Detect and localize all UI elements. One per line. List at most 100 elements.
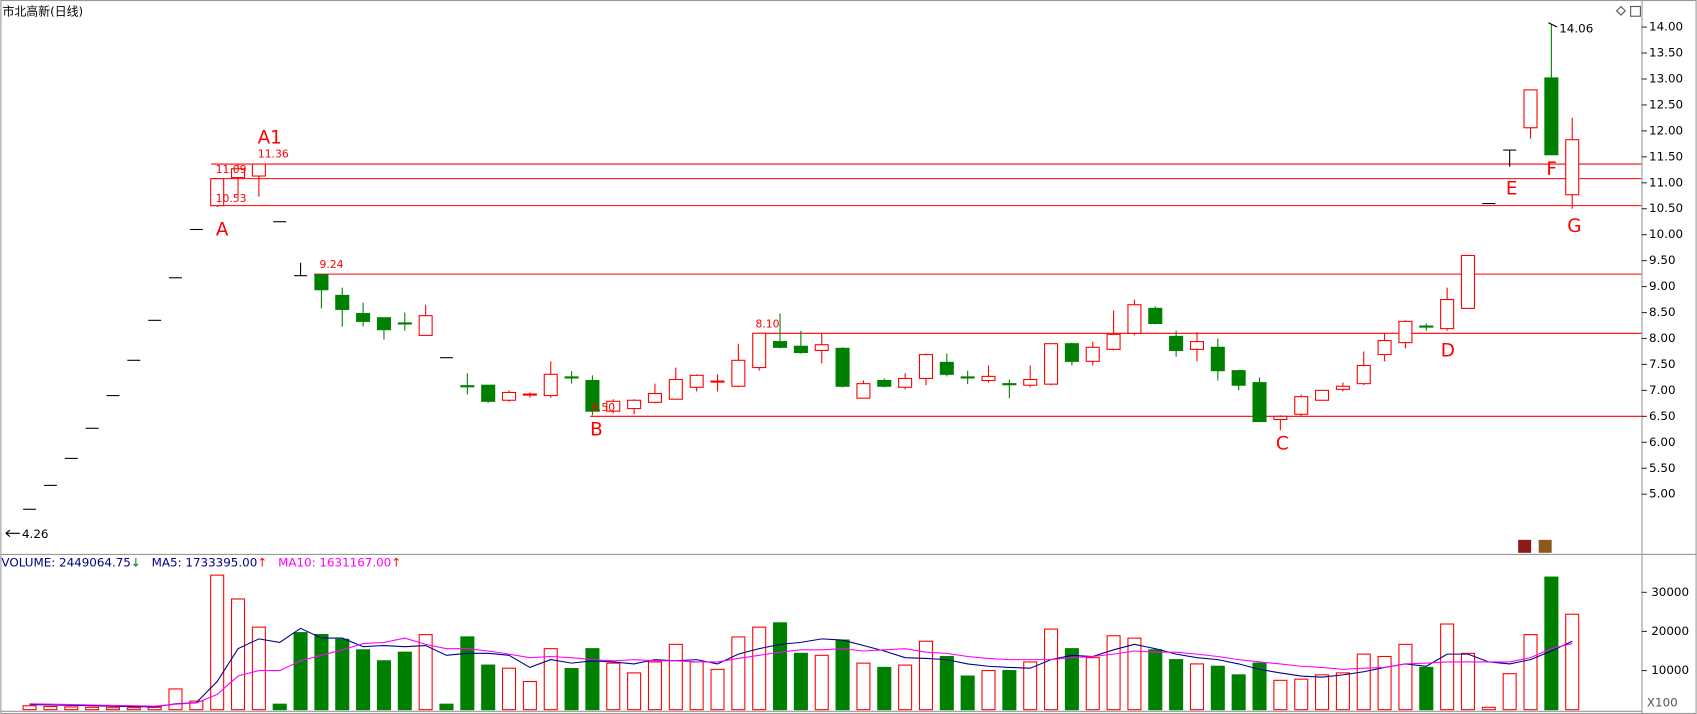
candle-body xyxy=(1419,325,1434,328)
candle-body xyxy=(522,393,537,396)
candle-body xyxy=(1023,378,1038,386)
y-tick-label: 13.50 xyxy=(1649,46,1683,60)
candle-body xyxy=(856,383,871,399)
candle-body xyxy=(376,317,391,331)
volume-bar xyxy=(1023,661,1038,711)
diamond-icon[interactable] xyxy=(1615,5,1627,16)
legend: VOLUME: 2449064.75↓ MA5: 1733395.00↑ MA10:… xyxy=(1,555,401,569)
y-tick-label: 12.50 xyxy=(1649,97,1683,111)
volume-bar xyxy=(1398,643,1413,711)
volume-bar xyxy=(1440,623,1455,711)
volume-bar xyxy=(731,636,746,711)
volume-bar xyxy=(1460,652,1476,711)
price-label: 4.26 xyxy=(22,527,48,541)
candle-body xyxy=(1335,385,1350,390)
candle-body xyxy=(1273,415,1288,421)
volume-bar xyxy=(126,707,141,711)
rise-icon[interactable] xyxy=(1518,539,1532,553)
annotation: F xyxy=(1546,159,1557,180)
y-tick-label: 6.50 xyxy=(1649,409,1675,423)
candle-body xyxy=(1544,77,1559,156)
volume-bar xyxy=(835,639,850,711)
volume-bar xyxy=(481,664,496,711)
candle-body xyxy=(939,361,954,375)
volume-bar xyxy=(1481,706,1496,711)
candle-body xyxy=(960,376,975,379)
volume-bar xyxy=(1502,673,1517,711)
volume-bar xyxy=(668,643,683,711)
volume-bar xyxy=(502,667,517,711)
candle-body xyxy=(835,347,850,387)
candle-body xyxy=(314,274,329,291)
candle-body xyxy=(1002,383,1017,386)
y-tick-label: 10.00 xyxy=(1649,227,1683,241)
volume-bar xyxy=(189,700,204,711)
candle-body xyxy=(397,322,412,325)
volume-bar xyxy=(585,648,600,711)
volume-bar xyxy=(522,680,537,711)
volume-bar xyxy=(1064,648,1079,711)
trend-icon[interactable] xyxy=(1538,539,1552,553)
y-tick-label: 30000 xyxy=(1651,585,1689,599)
candle-body xyxy=(585,379,600,412)
candle-body xyxy=(689,374,704,388)
candle-body xyxy=(918,354,934,380)
candle-body xyxy=(1169,335,1184,351)
candle-body xyxy=(773,341,788,348)
volume-bar xyxy=(460,636,475,711)
candle-body xyxy=(981,375,996,382)
volume-bar xyxy=(1544,576,1559,711)
volume-bar xyxy=(752,626,767,711)
price-label: 14.06 xyxy=(1559,22,1593,36)
candle-body xyxy=(564,376,579,379)
candle-body xyxy=(210,178,225,207)
volume-bar xyxy=(272,703,287,711)
volume-bar xyxy=(210,574,225,711)
candle-body xyxy=(1440,299,1455,330)
volume-bar xyxy=(1002,670,1017,711)
candle-body xyxy=(460,385,475,388)
volume-bar xyxy=(960,675,975,711)
toolbar-icons[interactable] xyxy=(1615,5,1641,17)
volume-bar xyxy=(397,651,412,711)
y-tick-label: 10000 xyxy=(1651,663,1689,677)
candle-body xyxy=(230,168,246,179)
candle-body xyxy=(1356,364,1371,385)
volume-bar xyxy=(1565,613,1580,711)
volume-bar xyxy=(627,672,642,711)
volume-bar xyxy=(606,662,621,711)
annotation: D xyxy=(1441,341,1455,362)
candle-body xyxy=(1210,346,1225,372)
candle-body xyxy=(877,379,892,387)
y-tick-label: 14.00 xyxy=(1649,20,1683,34)
volume-bar xyxy=(1273,679,1288,711)
candle-body xyxy=(898,377,913,388)
y-tick-label: 20000 xyxy=(1651,624,1689,638)
volume-bar xyxy=(877,666,892,711)
y-tick-label: 5.00 xyxy=(1649,487,1675,501)
ma-line xyxy=(29,627,1573,708)
candle-body xyxy=(752,332,767,369)
candle-body xyxy=(793,345,808,354)
volume-bar xyxy=(543,648,558,711)
volume-bar xyxy=(22,705,37,711)
volume-bar xyxy=(1335,672,1350,711)
volume-bar xyxy=(105,707,120,711)
annotation: B xyxy=(590,420,603,441)
volume-bar xyxy=(1127,637,1142,711)
candle-body xyxy=(627,399,642,410)
volume-bar xyxy=(773,622,788,711)
volume-bar xyxy=(1189,663,1205,711)
annotation: E xyxy=(1506,178,1518,199)
volume-bar xyxy=(418,634,433,711)
window-icon[interactable] xyxy=(1630,5,1641,17)
candle-body xyxy=(1044,343,1059,385)
volume-bar xyxy=(939,655,954,711)
candle-body xyxy=(1377,340,1392,356)
volume-bar xyxy=(981,670,996,711)
candle-body xyxy=(1189,341,1205,350)
volume-bar xyxy=(43,706,58,711)
candle-body xyxy=(335,294,350,310)
